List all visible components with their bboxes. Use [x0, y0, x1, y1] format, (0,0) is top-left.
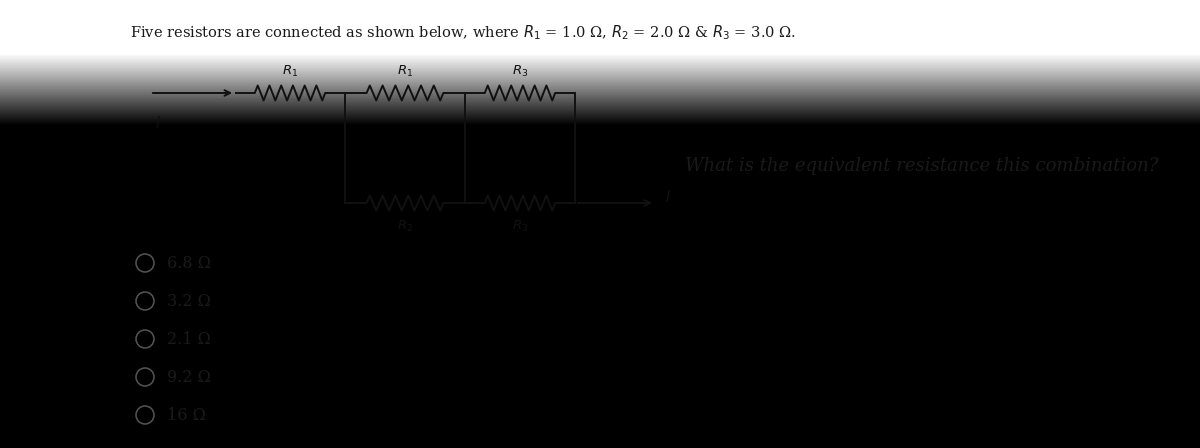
Text: $R_3$: $R_3$	[512, 219, 528, 234]
Text: 6.8 Ω: 6.8 Ω	[167, 254, 211, 271]
Text: What is the equivalent resistance this combination?: What is the equivalent resistance this c…	[685, 157, 1158, 175]
Text: $R_3$: $R_3$	[512, 64, 528, 79]
Text: $I$: $I$	[665, 189, 671, 205]
Text: 9.2 Ω: 9.2 Ω	[167, 369, 211, 385]
Text: Five resistors are connected as shown below, where $R_1$ = 1.0 Ω, $R_2$ = 2.0 Ω : Five resistors are connected as shown be…	[130, 23, 796, 42]
Text: 2.1 Ω: 2.1 Ω	[167, 331, 211, 348]
Text: 3.2 Ω: 3.2 Ω	[167, 293, 211, 310]
Text: $R_2$: $R_2$	[397, 219, 413, 234]
Text: $R_1$: $R_1$	[282, 64, 298, 79]
Text: $I$: $I$	[155, 115, 161, 131]
Text: 16 Ω: 16 Ω	[167, 406, 206, 423]
Text: $R_1$: $R_1$	[397, 64, 413, 79]
